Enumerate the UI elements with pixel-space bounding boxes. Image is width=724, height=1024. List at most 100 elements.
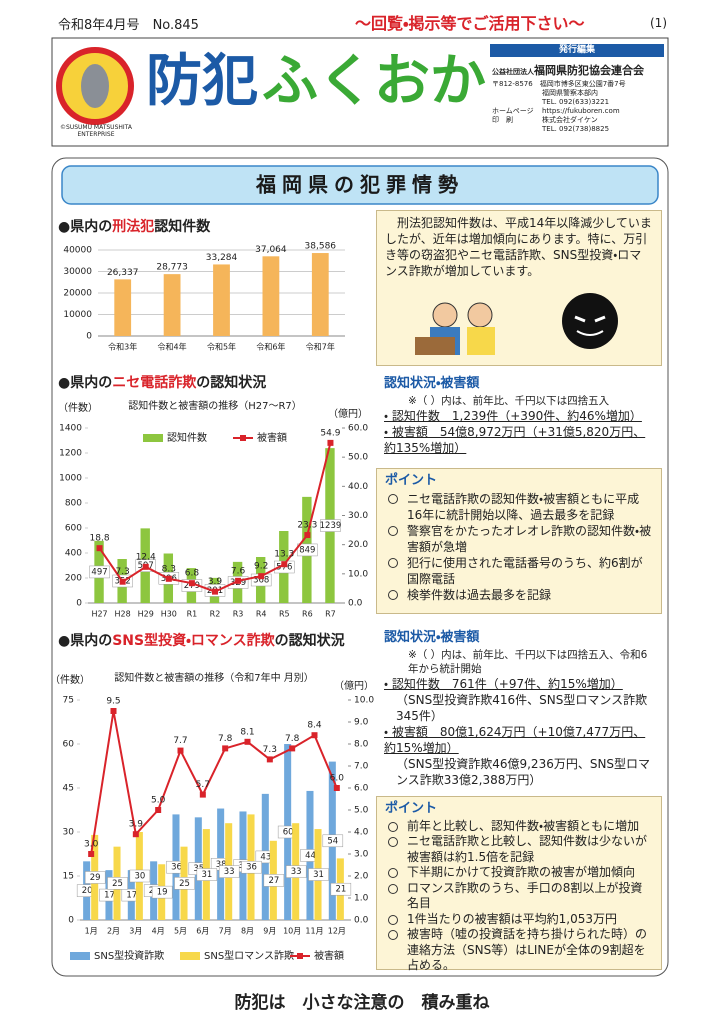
- marker: [281, 561, 288, 568]
- data-label: 38: [216, 860, 227, 870]
- label-box: [84, 871, 106, 884]
- y2-tick-label: 20.0: [348, 540, 368, 550]
- data-label: 7.6: [231, 566, 246, 576]
- y2-tick-label: 1.0: [354, 894, 369, 904]
- point-text: ニセ電話詐欺の認知件数・被害額ともに平成16年に統計開始以降、過去最多を記録: [407, 492, 640, 522]
- data-label: 26,337: [107, 268, 139, 278]
- legend-swatch: [180, 952, 200, 960]
- x-tick-label: 10月: [283, 927, 301, 936]
- publisher-label: 発行編集: [558, 45, 595, 55]
- marker: [222, 745, 229, 752]
- data-label: 7.8: [218, 734, 233, 744]
- y-tick-label: 1200: [59, 449, 82, 459]
- data-label: 8.3: [162, 564, 176, 574]
- y2-tick-label: 30.0: [348, 511, 368, 521]
- data-label: 17: [104, 891, 115, 901]
- data-label: 31: [201, 870, 212, 880]
- marker: [177, 747, 184, 754]
- y-tick-label: 15: [63, 872, 74, 882]
- y2-tick-label: 0.0: [354, 916, 369, 926]
- point-panel: ポイント 前年と比較し、認知件数・被害額ともに増加 ニセ電話詐欺と比較し、認知件…: [376, 796, 662, 972]
- data-label: 7.3: [115, 567, 129, 577]
- data-label: 33: [291, 867, 302, 877]
- data-label: 44: [305, 851, 316, 861]
- x-tick-label: R6: [302, 610, 313, 619]
- point-text: 下半期にかけて投資詐欺の被害が増加傾向: [407, 865, 636, 879]
- data-label: 5.0: [151, 796, 166, 806]
- x-tick-label: R1: [187, 610, 198, 619]
- y2-tick-label: 8.0: [354, 740, 369, 750]
- homepage-label: ホームページ: [492, 107, 534, 115]
- y-tick-label: 600: [65, 524, 82, 534]
- page-number: (1): [650, 16, 667, 30]
- footer: 防犯は 小さな注意の 積み重ね: [234, 993, 490, 1013]
- y-tick-label: 10000: [63, 310, 92, 320]
- data-label: 576: [276, 563, 292, 573]
- x-tick-label: 2月: [107, 927, 120, 936]
- marker: [88, 851, 95, 857]
- label-box: [129, 869, 151, 883]
- heading: ポイント: [385, 473, 438, 488]
- issue-number: No.845: [152, 18, 199, 33]
- heading: 認知状況・被害額: [384, 630, 480, 645]
- marker: [165, 575, 172, 582]
- issue-date: 令和8年4月号: [58, 18, 140, 33]
- point-text: 検挙件数は過去最多を記録: [407, 588, 552, 602]
- marker: [110, 708, 117, 714]
- bar: [262, 256, 280, 336]
- y-tick-label: 0: [68, 916, 74, 926]
- publisher-banner: [490, 44, 664, 57]
- logo-mascot: [81, 64, 109, 108]
- stat-detail: （SNS型投資詐欺416件、SNS型ロマンス詐欺345件）: [396, 693, 648, 723]
- y-tick-label: 60: [63, 740, 75, 750]
- stat: ・ 認知件数 761件（+97件、約15%増加）: [384, 677, 623, 691]
- y-tick-label: 30000: [63, 267, 92, 277]
- x-tick-label: H30: [161, 610, 177, 619]
- x-tick-label: 令和5年: [207, 342, 236, 352]
- point-text: 1件当たりの被害額は平均約1,053万円: [407, 911, 617, 926]
- y2-tick-label: 60.0: [348, 424, 368, 434]
- logo-credit: ©SUSUMU MATSUSHITA ENTERPRISE: [56, 124, 136, 138]
- label-box: [297, 543, 318, 557]
- label-box: [263, 874, 285, 887]
- point-panel: ポイント ニセ電話詐欺の認知件数・被害額ともに平成16年に統計開始以降、過去最多…: [376, 468, 662, 614]
- data-label: 7.3: [263, 745, 277, 755]
- x-tick-label: H28: [115, 610, 131, 619]
- point-text: ニセ電話詐欺と比較し、認知件数は少ないが被害額は約1.5倍を記録: [407, 834, 648, 864]
- section-title: 福岡県の犯罪情勢: [255, 173, 464, 197]
- legend-label: SNS型ロマンス詐欺: [204, 949, 294, 962]
- slogan: ～回覧・掲示等でご活用下さい～: [355, 14, 585, 33]
- y-axis-label: （件数）: [58, 401, 98, 414]
- point: ロマンス詐欺のうち、手口の8割以上が投資名目: [385, 881, 653, 912]
- x-tick-label: 4月: [152, 927, 165, 936]
- org-type: 公益社団法人: [492, 68, 534, 76]
- label-box: [285, 865, 307, 878]
- main-frame: [51, 157, 669, 977]
- y2-tick-label: 10.0: [348, 569, 368, 579]
- marker: [155, 807, 162, 813]
- data-label: 25: [179, 879, 190, 889]
- y2-axis-label: （億円）: [334, 679, 374, 692]
- legend-label: 被害額: [257, 431, 287, 444]
- y2-tick-label: 6.0: [354, 784, 369, 794]
- x-tick-label: 令和3年: [108, 342, 137, 352]
- data-label: 7.8: [285, 734, 300, 744]
- data-label: 38,586: [305, 242, 337, 252]
- masthead-2: ふくおか: [262, 49, 486, 114]
- marker: [212, 588, 218, 595]
- note: ※（ ）内は、前年比、千円以下は四捨五入: [408, 395, 610, 407]
- tel: TEL. 092(633)3221: [542, 98, 610, 106]
- title-part: ●県内の: [58, 219, 113, 235]
- title-part: ニセ電話詐欺: [112, 375, 197, 391]
- heading: 認知状況・被害額: [384, 376, 480, 391]
- point-text: 被害時（嘘の投資話を持ち掛けられた時）の連絡方法（SNS等）はLINEが全体の9…: [407, 927, 648, 972]
- y-tick-label: 1400: [59, 424, 82, 434]
- y-tick-label: 20000: [63, 289, 92, 299]
- point-text: 前年と比較し、認知件数・被害額ともに増加: [407, 818, 640, 833]
- label-box: [330, 882, 352, 896]
- data-label: 54: [327, 836, 338, 846]
- chart-title: ●県内のSNS型投資・ロマンス詐欺の認知状況: [58, 630, 345, 650]
- bar: [163, 274, 181, 336]
- x-tick-label: 1月: [85, 927, 98, 936]
